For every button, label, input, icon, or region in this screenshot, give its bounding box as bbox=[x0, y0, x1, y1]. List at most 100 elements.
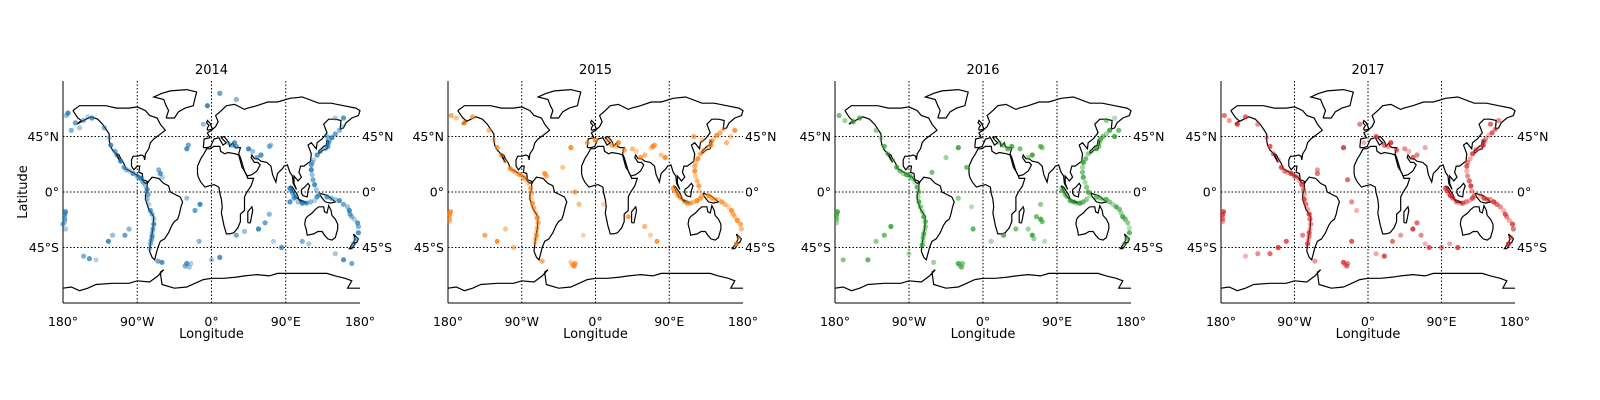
data-point bbox=[1357, 121, 1363, 127]
data-point bbox=[1042, 238, 1048, 244]
data-point bbox=[1468, 183, 1474, 189]
data-point bbox=[266, 211, 272, 217]
data-point bbox=[531, 205, 537, 211]
data-point bbox=[1438, 244, 1445, 251]
data-point bbox=[1418, 232, 1424, 238]
data-point bbox=[625, 214, 631, 220]
data-point bbox=[1340, 145, 1347, 151]
coastline bbox=[1018, 205, 1025, 224]
data-point bbox=[502, 226, 508, 232]
data-point bbox=[1450, 195, 1456, 201]
data-point bbox=[1492, 126, 1498, 132]
data-point bbox=[309, 172, 315, 178]
coastline bbox=[1359, 96, 1516, 190]
data-point bbox=[836, 112, 842, 119]
data-point bbox=[712, 196, 718, 202]
panel-title: 2016 bbox=[966, 63, 999, 78]
x-tick-label: 90°W bbox=[120, 314, 155, 329]
data-point bbox=[533, 236, 539, 242]
data-point bbox=[647, 232, 654, 238]
data-point bbox=[955, 260, 961, 267]
data-point bbox=[112, 148, 118, 154]
map-panel-2014: 2014 180° 90°W 0° 90°E 180° 45°N 45°N 0° 0° 45°S 45… bbox=[16, 63, 394, 342]
data-point bbox=[1107, 127, 1113, 133]
data-point bbox=[1466, 178, 1472, 184]
data-point bbox=[1264, 135, 1270, 141]
data-point bbox=[692, 163, 698, 169]
data-point bbox=[609, 142, 615, 148]
data-point bbox=[1410, 226, 1416, 232]
x-tick-label: 90°E bbox=[1426, 314, 1456, 329]
data-point bbox=[568, 259, 574, 265]
data-point bbox=[909, 175, 915, 181]
earthquake-points bbox=[834, 112, 1132, 270]
data-point bbox=[101, 125, 107, 131]
coastline bbox=[1459, 203, 1494, 241]
data-point bbox=[324, 133, 330, 140]
data-point bbox=[996, 140, 1003, 146]
data-point bbox=[1226, 117, 1232, 124]
data-point bbox=[1447, 241, 1453, 247]
data-point bbox=[672, 188, 678, 194]
y-tick-label-right: 45°S bbox=[1517, 240, 1547, 255]
data-point bbox=[920, 235, 926, 241]
data-point bbox=[140, 179, 146, 185]
data-point bbox=[118, 158, 124, 164]
data-point bbox=[697, 151, 704, 157]
data-point bbox=[200, 121, 206, 127]
y-tick-label-left: 45°N bbox=[27, 129, 59, 144]
data-point bbox=[1373, 133, 1379, 140]
data-point bbox=[964, 164, 970, 170]
data-point bbox=[494, 145, 500, 151]
data-point bbox=[1394, 147, 1400, 153]
data-point bbox=[68, 127, 74, 133]
data-point bbox=[732, 127, 738, 133]
data-point bbox=[241, 228, 248, 235]
x-axis-label: Longitude bbox=[951, 327, 1016, 342]
y-tick-label-left: 45°S bbox=[1187, 240, 1217, 255]
data-point bbox=[1220, 216, 1226, 222]
data-point bbox=[144, 186, 150, 193]
data-point bbox=[149, 230, 155, 236]
data-point bbox=[720, 126, 726, 132]
data-point bbox=[890, 157, 896, 163]
coastline bbox=[589, 119, 598, 131]
data-point bbox=[722, 201, 728, 207]
data-point bbox=[150, 226, 156, 232]
data-point bbox=[528, 195, 534, 201]
data-point bbox=[233, 96, 239, 103]
data-point bbox=[289, 190, 295, 196]
data-point bbox=[834, 209, 841, 215]
x-axis-label: Longitude bbox=[563, 327, 628, 342]
data-point bbox=[692, 159, 699, 165]
data-point bbox=[1255, 251, 1261, 257]
data-point bbox=[1122, 216, 1128, 222]
x-tick-label: 180° bbox=[345, 314, 375, 329]
data-point bbox=[912, 179, 918, 185]
data-point bbox=[1300, 232, 1306, 238]
coastline bbox=[196, 145, 255, 235]
coastline bbox=[1362, 119, 1370, 131]
coastline bbox=[916, 176, 955, 261]
data-point bbox=[919, 209, 925, 215]
data-point bbox=[105, 238, 111, 244]
data-point bbox=[204, 103, 210, 109]
data-point bbox=[1221, 112, 1227, 119]
data-point bbox=[1088, 148, 1095, 154]
data-point bbox=[217, 254, 223, 260]
data-point bbox=[1097, 195, 1103, 201]
y-tick-label-right: 45°S bbox=[745, 240, 775, 255]
coastline bbox=[1119, 242, 1127, 250]
data-point bbox=[1306, 233, 1312, 239]
data-point bbox=[613, 143, 619, 149]
x-tick-label: 180° bbox=[820, 314, 850, 329]
coastline bbox=[62, 269, 360, 292]
data-point bbox=[1103, 131, 1109, 137]
data-point bbox=[351, 216, 357, 222]
coastline bbox=[1302, 176, 1341, 261]
data-point bbox=[1085, 151, 1091, 157]
earthquake-points bbox=[1220, 112, 1516, 269]
data-point bbox=[1349, 238, 1355, 244]
data-point bbox=[313, 186, 319, 193]
data-point bbox=[1084, 196, 1090, 202]
